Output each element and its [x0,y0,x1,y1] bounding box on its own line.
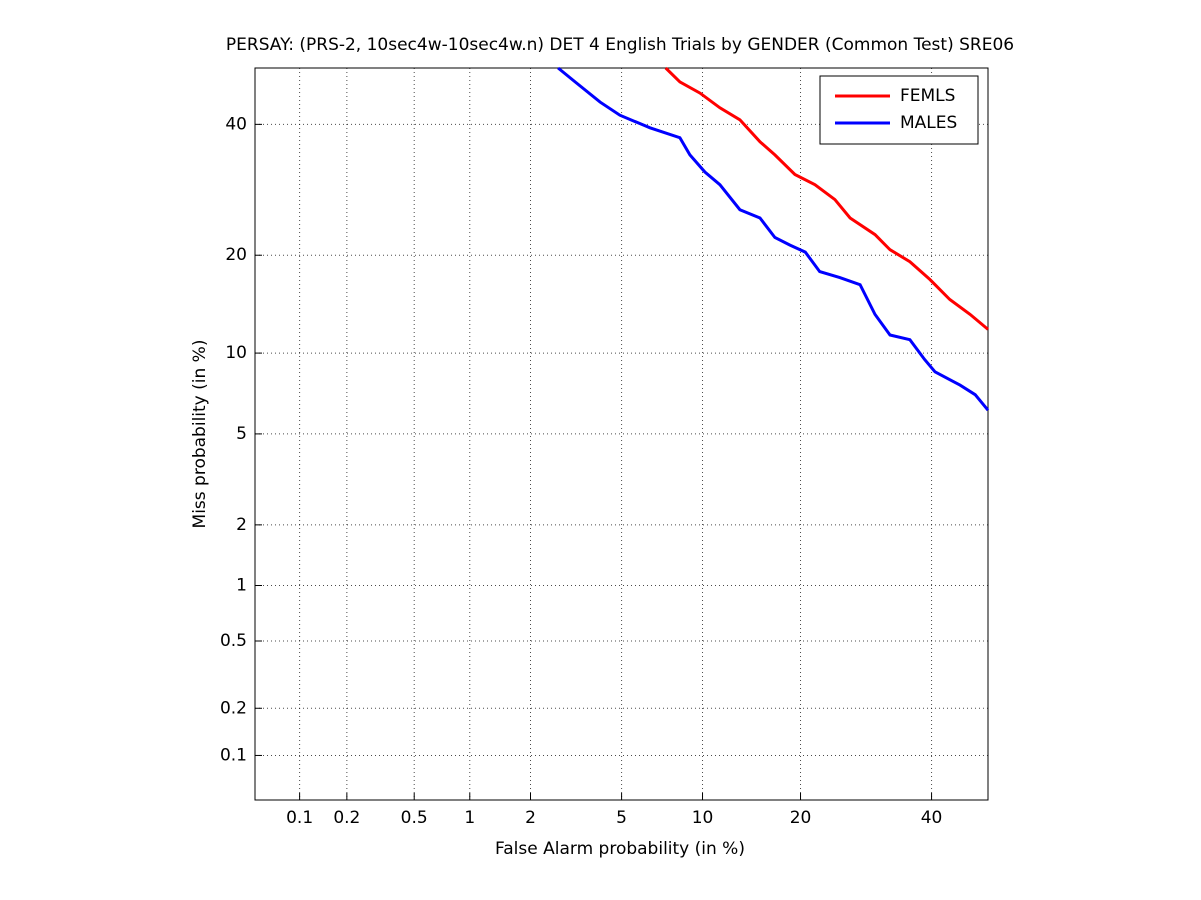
y-tick-label: 2 [236,515,247,535]
legend-label: FEMLS [900,86,955,106]
y-tick-label: 1 [236,576,247,596]
x-tick-label: 0.1 [286,808,313,828]
data-line [664,66,989,331]
y-tick-label: 0.5 [220,631,247,651]
x-tick-label: 20 [790,808,812,828]
chart-title: PERSAY: (PRS-2, 10sec4w-10sec4w.n) DET 4… [226,35,1014,55]
x-tick-label: 0.5 [401,808,428,828]
legend-label: MALES [900,113,957,133]
y-tick-label: 20 [225,245,247,265]
x-tick-label: 5 [616,808,627,828]
y-tick-label: 5 [236,424,247,444]
x-tick-label: 1 [464,808,475,828]
x-tick-label: 2 [525,808,536,828]
legend-box [819,75,979,145]
x-tick-label: 40 [921,808,943,828]
y-tick-label: 0.1 [220,745,247,765]
y-tick-label: 10 [225,343,247,363]
data-line [557,66,990,412]
y-axis-label: Miss probability (in %) [190,340,210,529]
x-tick-label: 10 [692,808,714,828]
x-axis-label: False Alarm probability (in %) [495,839,745,859]
x-tick-label: 0.2 [333,808,360,828]
y-tick-label: 0.2 [220,698,247,718]
y-tick-label: 40 [225,114,247,134]
plot-frame [254,67,989,801]
